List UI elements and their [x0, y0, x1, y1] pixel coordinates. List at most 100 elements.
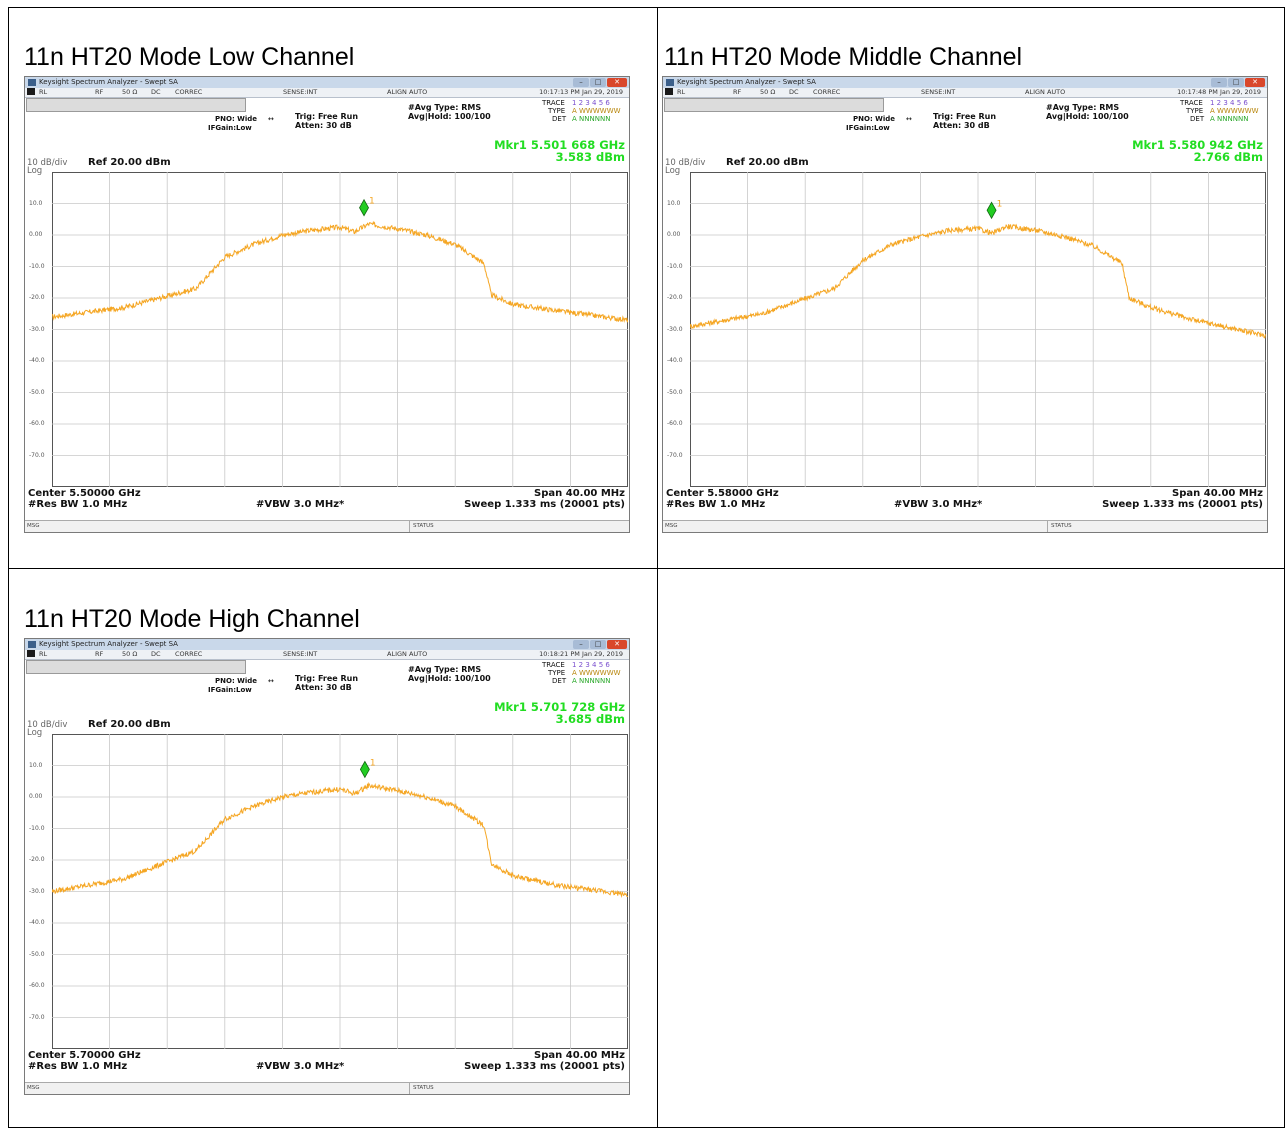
window-titlebar: Keysight Spectrum Analyzer - Swept SA – … — [663, 77, 1267, 88]
y-tick-label: 10.0 — [29, 761, 43, 769]
center-frequency: Center 5.58000 GHz — [666, 488, 779, 499]
trace-nums: 1 2 3 4 5 6 — [572, 661, 610, 669]
message-bar: MSG STATUS — [25, 1082, 629, 1094]
rbw-label: #Res BW 1.0 MHz — [28, 499, 128, 510]
input-field[interactable] — [26, 98, 246, 112]
input-field[interactable] — [26, 660, 246, 674]
trace-label: TRACE — [542, 661, 565, 669]
ref-level-label: Ref 20.00 dBm — [726, 157, 809, 168]
y-tick-label: -70.0 — [29, 451, 45, 459]
msg-label: MSG — [27, 523, 40, 529]
close-button[interactable]: ✕ — [607, 78, 627, 87]
y-tick-label: -40.0 — [29, 357, 45, 364]
marker-amplitude: 3.583 dBm — [555, 150, 625, 164]
window-title: Keysight Spectrum Analyzer - Swept SA — [39, 640, 178, 648]
y-tick-label: -20.0 — [29, 294, 45, 301]
status-label: STATUS — [409, 521, 434, 532]
det-vals: A NNNNNN — [1210, 115, 1249, 123]
span-label: Span 40.00 MHz — [534, 1050, 625, 1061]
sweep-label: Sweep 1.333 ms (20001 pts) — [464, 499, 625, 510]
scale-div-label: 10 dB/div — [665, 158, 706, 168]
scale-log-label: Log — [665, 166, 681, 176]
avg-hold-label: Avg|Hold: 100/100 — [408, 112, 491, 121]
maximize-button[interactable]: □ — [590, 640, 606, 649]
msg-label: MSG — [665, 523, 678, 529]
status-row: RL RF 50 Ω DC CORREC SENSE:INT ALIGN AUT… — [25, 650, 629, 660]
trig-label: Trig: Free Run — [295, 112, 359, 121]
type-label: TYPE — [548, 669, 566, 677]
align-label: ALIGN AUTO — [387, 650, 428, 658]
msg-label: MSG — [27, 1085, 40, 1091]
panel-title-low: 11n HT20 Mode Low Channel — [24, 43, 355, 71]
rf-label: RF — [95, 88, 104, 96]
y-tick-label: -70.0 — [29, 1013, 45, 1021]
input-field[interactable] — [664, 98, 884, 112]
y-tick-label: -70.0 — [667, 451, 683, 459]
spectrum-plot: 1 — [52, 734, 628, 1049]
scale-div-label: 10 dB/div — [27, 158, 68, 168]
y-tick-label: -10.0 — [667, 262, 683, 270]
det-vals: A NNNNNN — [572, 115, 611, 123]
message-bar: MSG STATUS — [663, 520, 1267, 532]
spectrum-plot: 1 — [52, 172, 628, 487]
trace-label: TRACE — [1180, 99, 1203, 107]
minimize-button[interactable]: – — [1211, 78, 1227, 87]
y-tick-label: -10.0 — [29, 262, 45, 270]
panel-title-high: 11n HT20 Mode High Channel — [24, 605, 360, 633]
span-label: Span 40.00 MHz — [1172, 488, 1263, 499]
atten-label: Atten: 30 dB — [295, 121, 352, 130]
scale-log-label: Log — [27, 166, 43, 176]
atten-label: Atten: 30 dB — [933, 121, 990, 130]
atten-label: Atten: 30 dB — [295, 683, 352, 692]
rf-label: RF — [733, 88, 742, 96]
window-title: Keysight Spectrum Analyzer - Swept SA — [39, 78, 178, 86]
type-vals: A WWWWWW — [572, 107, 621, 115]
datetime-label: 10:18:21 PM Jan 29, 2019 — [539, 650, 623, 658]
minimize-button[interactable]: – — [573, 78, 589, 87]
correc-label: CORREC — [175, 650, 203, 658]
window-title: Keysight Spectrum Analyzer - Swept SA — [677, 78, 816, 86]
rl-icon — [665, 88, 673, 95]
spectrum-trace — [690, 223, 1266, 339]
marker-amplitude: 2.766 dBm — [1193, 150, 1263, 164]
sweep-label: Sweep 1.333 ms (20001 pts) — [1102, 499, 1263, 510]
maximize-button[interactable]: □ — [590, 78, 606, 87]
scale-div-label: 10 dB/div — [27, 720, 68, 730]
arrow-icon: ↔ — [268, 115, 274, 123]
dc-label: DC — [151, 650, 161, 658]
arrow-icon: ↔ — [268, 677, 274, 685]
ref-level-label: Ref 20.00 dBm — [88, 719, 171, 730]
app-icon — [666, 79, 674, 86]
align-label: ALIGN AUTO — [1025, 88, 1066, 96]
sense-label: SENSE:INT — [283, 88, 318, 96]
trace-label: TRACE — [542, 99, 565, 107]
close-button[interactable]: ✕ — [607, 640, 627, 649]
marker-frequency: Mkr1 5.701 728 GHz — [494, 700, 625, 714]
sweep-label: Sweep 1.333 ms (20001 pts) — [464, 1061, 625, 1072]
close-button[interactable]: ✕ — [1245, 78, 1265, 87]
det-label: DET — [1190, 115, 1205, 123]
table-divider-horizontal — [9, 568, 1284, 569]
y-tick-label: 10.0 — [29, 199, 43, 207]
spectrum-plot: 1 — [690, 172, 1266, 487]
vbw-label: #VBW 3.0 MHz* — [256, 499, 345, 510]
message-bar: MSG STATUS — [25, 520, 629, 532]
y-tick-label: 0.00 — [29, 231, 43, 238]
status-label: STATUS — [409, 1083, 434, 1094]
marker-diamond — [359, 760, 370, 779]
pno-label: PNO: Wide — [853, 115, 896, 123]
marker-diamond — [359, 198, 369, 217]
y-tick-label: -60.0 — [29, 982, 45, 989]
marker-amplitude: 3.685 dBm — [555, 712, 625, 726]
table-divider-vertical — [657, 8, 658, 1127]
type-vals: A WWWWWW — [572, 669, 621, 677]
spectrum-trace — [52, 781, 628, 898]
y-tick-label: -30.0 — [29, 887, 45, 895]
impedance-label: 50 Ω — [760, 88, 776, 96]
datetime-label: 10:17:48 PM Jan 29, 2019 — [1177, 88, 1261, 96]
minimize-button[interactable]: – — [573, 640, 589, 649]
sense-label: SENSE:INT — [283, 650, 318, 658]
maximize-button[interactable]: □ — [1228, 78, 1244, 87]
y-tick-label: -60.0 — [29, 420, 45, 427]
rl-icon — [27, 88, 35, 95]
